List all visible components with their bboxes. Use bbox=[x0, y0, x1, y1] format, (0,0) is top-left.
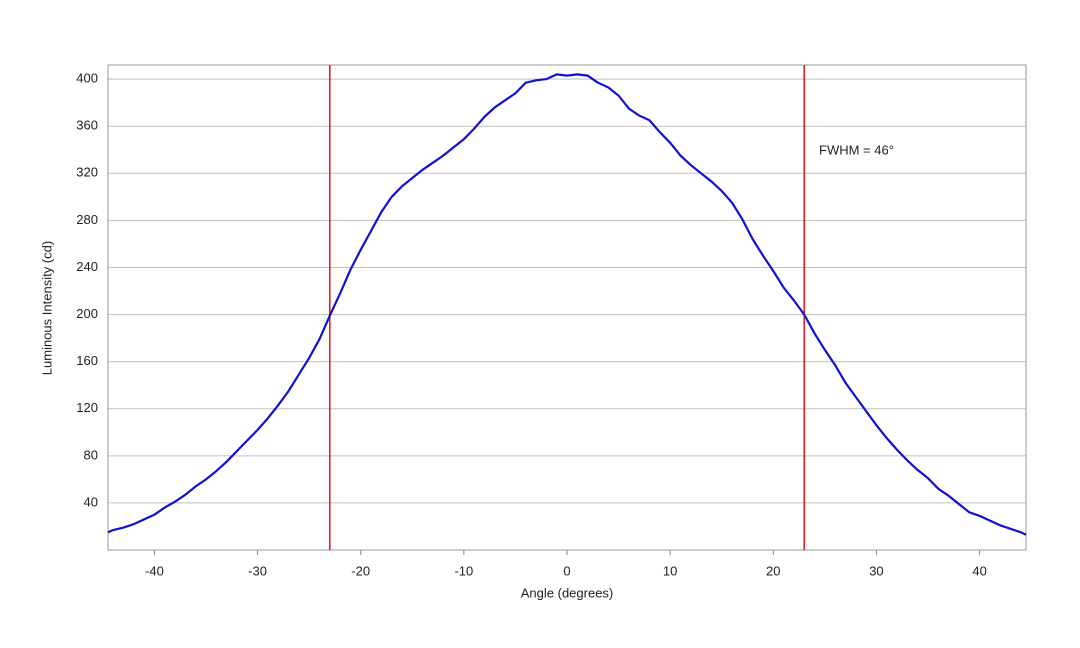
x-axis-label: Angle (degrees) bbox=[521, 585, 614, 600]
y-tick-label: 120 bbox=[76, 400, 98, 415]
x-tick-label: -30 bbox=[248, 563, 267, 578]
y-tick-label: 200 bbox=[76, 306, 98, 321]
y-tick-label: 240 bbox=[76, 259, 98, 274]
x-tick-label: 10 bbox=[663, 563, 677, 578]
y-tick-label: 360 bbox=[76, 118, 98, 133]
x-tick-label: 30 bbox=[869, 563, 883, 578]
y-tick-label: 400 bbox=[76, 71, 98, 86]
x-tick-label: -20 bbox=[351, 563, 370, 578]
y-axis-label: Luminous Intensity (cd) bbox=[39, 241, 54, 375]
x-tick-label: 0 bbox=[563, 563, 570, 578]
x-tick-label: 40 bbox=[972, 563, 986, 578]
y-tick-label: 320 bbox=[76, 165, 98, 180]
x-tick-label: -40 bbox=[145, 563, 164, 578]
plot-frame bbox=[107, 64, 1027, 551]
y-tick-label: 160 bbox=[76, 353, 98, 368]
annotation: FWHM = 46° bbox=[819, 142, 894, 157]
y-tick-label: 280 bbox=[76, 212, 98, 227]
x-tick-label: 20 bbox=[766, 563, 780, 578]
y-tick-label: 80 bbox=[84, 447, 98, 462]
y-tick-label: 40 bbox=[84, 494, 98, 509]
data-line bbox=[107, 73, 1027, 536]
x-tick-label: -10 bbox=[454, 563, 473, 578]
